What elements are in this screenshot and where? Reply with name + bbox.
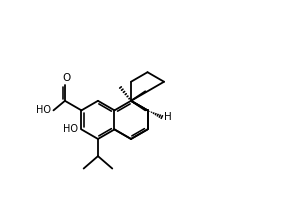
Text: H: H	[164, 112, 171, 122]
Text: O: O	[62, 73, 71, 83]
Text: HO: HO	[63, 124, 78, 134]
Text: HO: HO	[36, 105, 51, 115]
